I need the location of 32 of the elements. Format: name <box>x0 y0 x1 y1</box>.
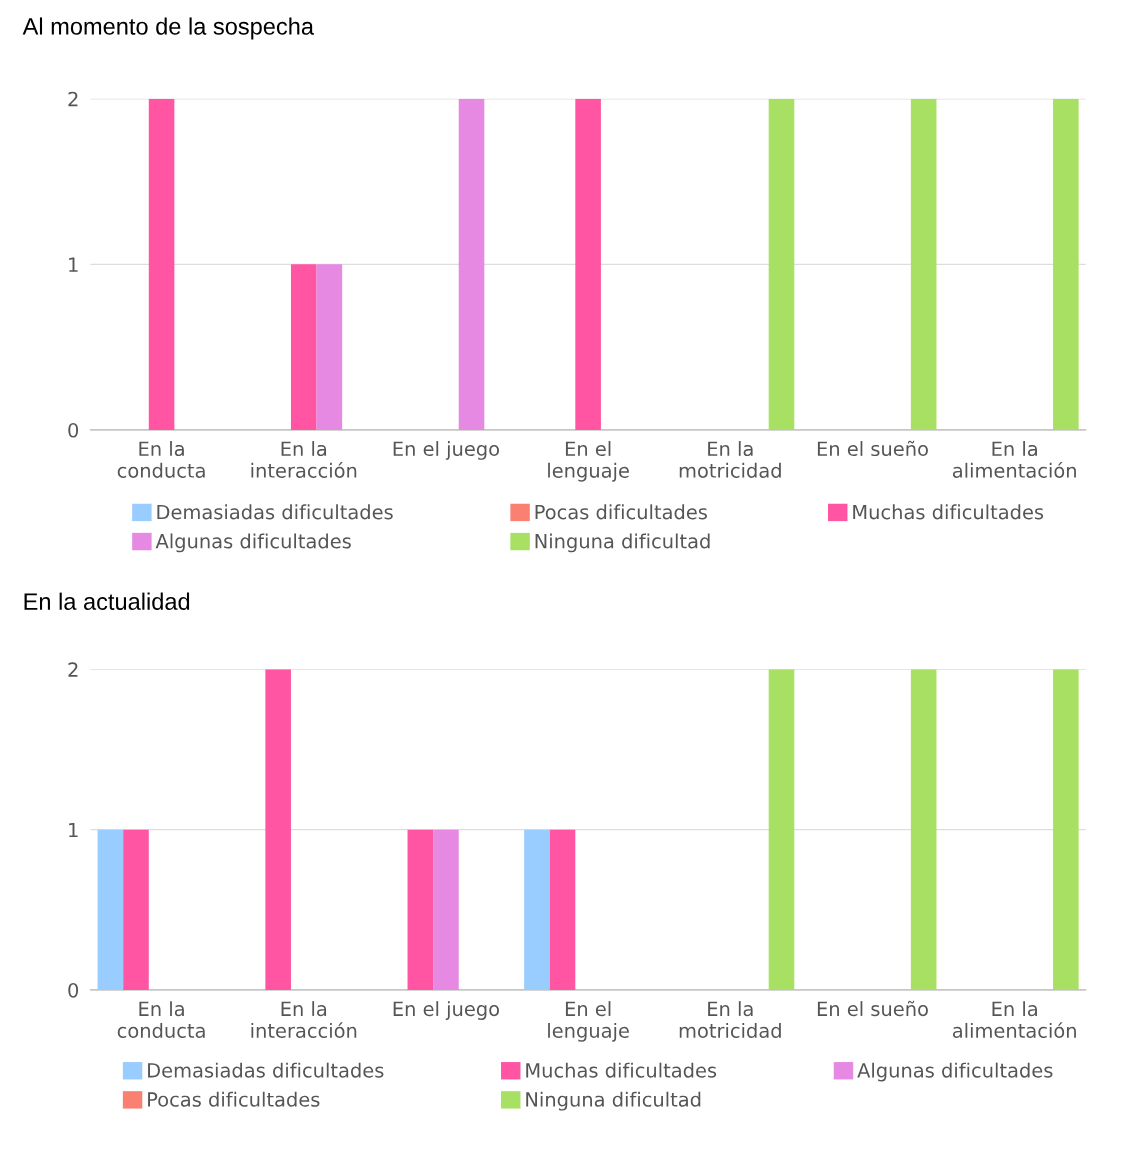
y-tick-label: 1 <box>69 257 78 272</box>
x-tick-label: En el juego <box>393 1001 500 1020</box>
legend-label: Ninguna dificultad <box>535 533 710 553</box>
y-tick-label: 1 <box>69 822 78 838</box>
legend-label: Pocas dificultades <box>148 1091 320 1107</box>
legend-label: Algunas dificultades <box>155 533 351 553</box>
legend-label: Algunas dificultades <box>857 1062 1053 1082</box>
y-tick-label: 0 <box>68 982 79 998</box>
legend-label: Ninguna dificultad <box>526 1091 701 1111</box>
y-tick-label: 2 <box>68 662 78 677</box>
legend-label: Demasiadas dificultades <box>148 1062 384 1078</box>
y-tick-label: 0 <box>68 422 79 438</box>
x-tick-label: En el lenguaje <box>548 1001 629 1042</box>
legend-label: Muchas dificultades <box>853 504 1044 520</box>
x-tick-label: En el sueño <box>817 1000 928 1017</box>
x-tick-label: En la conducta <box>117 441 205 478</box>
x-tick-label: En la motricidad <box>679 441 781 478</box>
y-tick-label: 2 <box>68 91 78 107</box>
x-tick-label: En el sueño <box>817 440 928 457</box>
x-tick-label: En la conducta <box>117 1001 205 1038</box>
chart-title: Al momento de la sospecha <box>22 17 314 40</box>
x-tick-label: En la motricidad <box>679 1001 781 1038</box>
x-tick-label: En la alimentación <box>952 1001 1076 1038</box>
legend-label: Pocas dificultades <box>535 504 707 520</box>
x-tick-label: En la interacción <box>251 441 357 478</box>
x-tick-label: En el juego <box>393 441 500 460</box>
x-tick-label: En la interacción <box>251 1001 357 1038</box>
legend-label: Muchas dificultades <box>526 1062 717 1078</box>
chart-title: En la actualidad <box>24 592 190 610</box>
x-tick-label: En la alimentación <box>952 441 1076 478</box>
legend-label: Demasiadas dificultades <box>157 504 393 520</box>
x-tick-label: En el lenguaje <box>548 441 629 482</box>
